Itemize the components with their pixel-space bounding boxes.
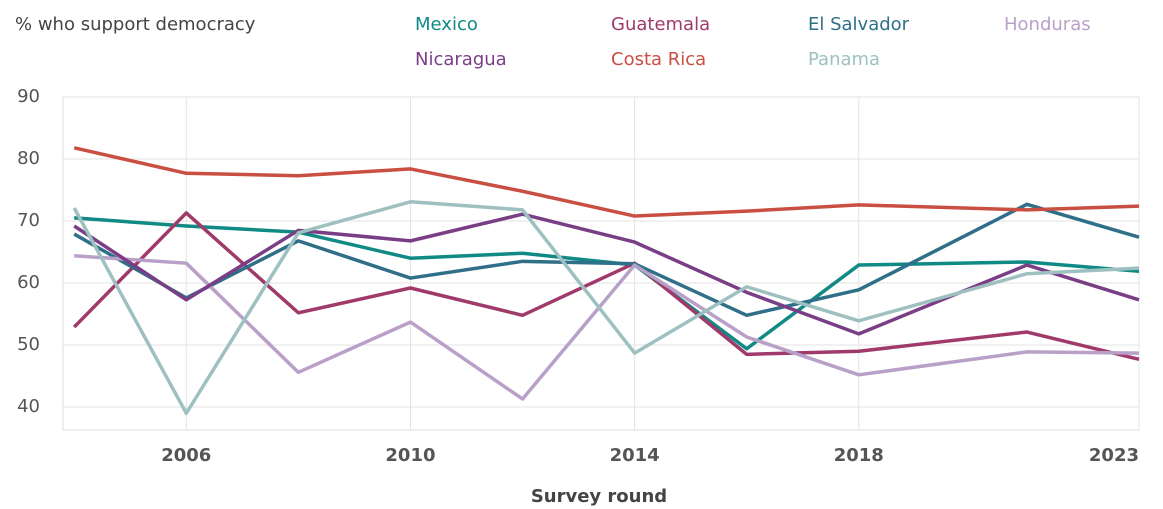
x-tick-label: 2023 xyxy=(1089,445,1139,466)
y-axis-label: % who support democracy xyxy=(15,14,256,35)
series-line xyxy=(73,202,1140,318)
y-tick-label: 90 xyxy=(17,86,40,107)
legend-label: El Salvador xyxy=(808,14,910,35)
series-line xyxy=(72,211,1140,362)
series-line xyxy=(74,216,1140,351)
legend-label: Honduras xyxy=(1004,14,1091,35)
legend-label: Mexico xyxy=(415,14,478,35)
y-tick-label: 60 xyxy=(17,272,40,293)
x-tick-label: 2010 xyxy=(385,445,435,466)
x-axis-label: Survey round xyxy=(531,486,667,507)
series-line xyxy=(73,212,1140,336)
legend-label: Panama xyxy=(808,49,880,70)
legend-label: Nicaragua xyxy=(415,49,507,70)
y-tick-label: 80 xyxy=(17,148,40,169)
series-line xyxy=(73,146,1140,218)
series-line xyxy=(74,254,1140,401)
y-tick-label: 70 xyxy=(17,210,40,231)
series-line xyxy=(72,200,1140,416)
y-tick-label: 50 xyxy=(17,334,40,355)
x-tick-label: 2014 xyxy=(610,445,660,466)
y-tick-label: 40 xyxy=(17,396,40,417)
x-tick-label: 2018 xyxy=(834,445,884,466)
legend-label: Guatemala xyxy=(611,14,710,35)
x-tick-label: 2006 xyxy=(161,445,211,466)
legend-label: Costa Rica xyxy=(611,49,706,70)
